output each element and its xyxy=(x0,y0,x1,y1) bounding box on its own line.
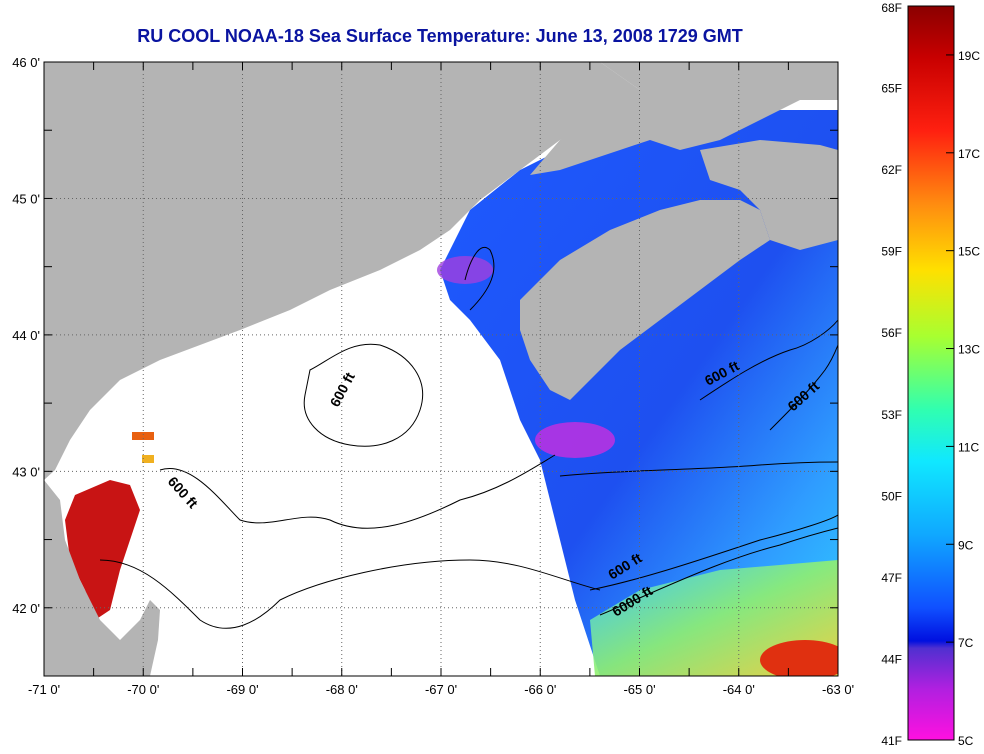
lon-tick-label: -69 0' xyxy=(226,682,258,697)
colorbar-c-label: 13C xyxy=(958,343,980,357)
colorbar-c-label: 9C xyxy=(958,538,974,552)
longitude-axis: -71 0' -70 0' -69 0' -68 0' -67 0' -66 0' -65 … xyxy=(28,62,854,697)
land-cape-breton xyxy=(700,140,838,250)
colorbar-f-label: 44F xyxy=(881,652,902,666)
sst-warm-eddy xyxy=(760,640,838,676)
colorbar-c-label: 5C xyxy=(958,734,974,748)
lon-tick-label: -65 0' xyxy=(623,682,655,697)
lat-tick-label: 44 0' xyxy=(12,328,40,343)
colorbar-c-label: 7C xyxy=(958,636,974,650)
graticule xyxy=(44,62,838,676)
colorbar-c-label: 19C xyxy=(958,49,980,63)
bathymetry-contours xyxy=(99,247,838,629)
lat-tick-label: 42 0' xyxy=(12,601,40,616)
colorbar-f-label: 65F xyxy=(881,82,902,96)
land-nova-scotia xyxy=(520,200,770,400)
colorbar-f-label: 68F xyxy=(881,1,902,15)
lon-tick-label: -64 0' xyxy=(723,682,755,697)
sst-cold-patch xyxy=(535,422,615,458)
colorbar-fahrenheit-labels: 68F 65F 62F 59F 56F 53F 50F 47F 44F 41F xyxy=(881,1,902,748)
sst-cold-patch-north xyxy=(437,256,493,284)
map-title: RU COOL NOAA-18 Sea Surface Temperature:… xyxy=(137,26,743,46)
lon-tick-label: -63 0' xyxy=(822,682,854,697)
colorbar-f-label: 56F xyxy=(881,326,902,340)
colorbar-f-label: 41F xyxy=(881,734,902,748)
lon-tick-label: -67 0' xyxy=(425,682,457,697)
colorbar-f-label: 62F xyxy=(881,163,902,177)
lon-tick-label: -66 0' xyxy=(524,682,556,697)
colorbar-f-label: 47F xyxy=(881,571,902,585)
lat-tick-label: 43 0' xyxy=(12,464,40,479)
colorbar-f-label: 50F xyxy=(881,489,902,503)
colorbar-f-label: 59F xyxy=(881,245,902,259)
colorbar-c-label: 15C xyxy=(958,245,980,259)
land-new-brunswick xyxy=(530,62,838,175)
sst-warm-coastal xyxy=(65,480,140,620)
colorbar xyxy=(907,5,955,741)
colorbar-f-label: 53F xyxy=(881,408,902,422)
lat-tick-label: 46 0' xyxy=(12,55,40,70)
lon-tick-label: -70 0' xyxy=(127,682,159,697)
lon-tick-label: -71 0' xyxy=(28,682,60,697)
latitude-axis: 46 0' 45 0' 44 0' 43 0' 42 0' xyxy=(12,55,838,677)
lat-tick-label: 45 0' xyxy=(12,191,40,206)
colorbar-c-label: 11C xyxy=(958,440,979,454)
sst-warm-fleck xyxy=(132,432,154,440)
land-cape-cod xyxy=(44,480,160,676)
colorbar-c-label: 17C xyxy=(958,147,980,161)
colorbar-celsius-labels: 19C 17C 15C 13C 11C 9C 7C 5C xyxy=(946,49,980,748)
sst-warm-fleck xyxy=(142,455,154,463)
lon-tick-label: -68 0' xyxy=(326,682,358,697)
